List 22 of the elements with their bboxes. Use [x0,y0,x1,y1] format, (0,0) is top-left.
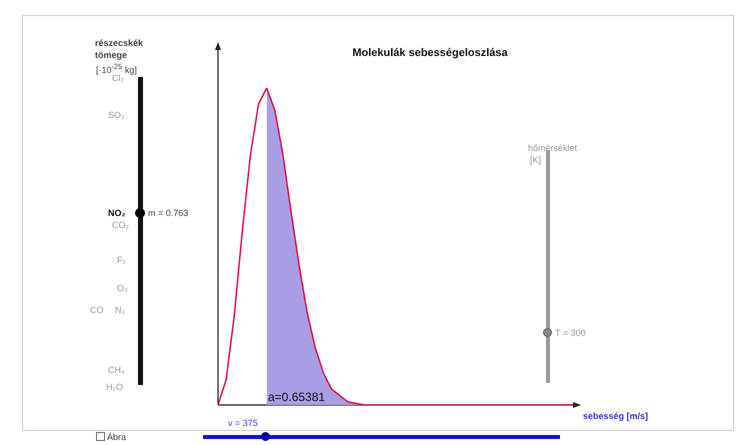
text: CO₂ [112,220,129,230]
annotation: hőmérséklet [528,143,578,153]
text: SO₂ [108,110,124,120]
text: CO [90,305,104,315]
text: v = 375 [228,418,258,428]
text: F₂ [117,255,126,265]
text: NO₂ [108,208,126,218]
text: Ábra [107,432,126,442]
text: CH₄ [108,365,125,375]
text: részecskék [95,38,144,48]
text: m = 0.763 [148,208,188,218]
annotation: a=0.65381 [268,390,326,404]
chart-title: Molekulák sebességeloszlása [352,47,509,59]
x-axis-title: sebesség [m/s] [583,411,648,421]
text: [·10$^{-25}$ kg] [96,62,137,75]
text: N₂ [115,305,125,315]
annotation: [K] [530,155,542,165]
text: Cl₂ [112,73,124,83]
text: O₂ [117,283,128,293]
annotation: T = 300 [555,328,586,338]
text: H₂O [106,382,123,392]
text: tömege [95,50,128,60]
